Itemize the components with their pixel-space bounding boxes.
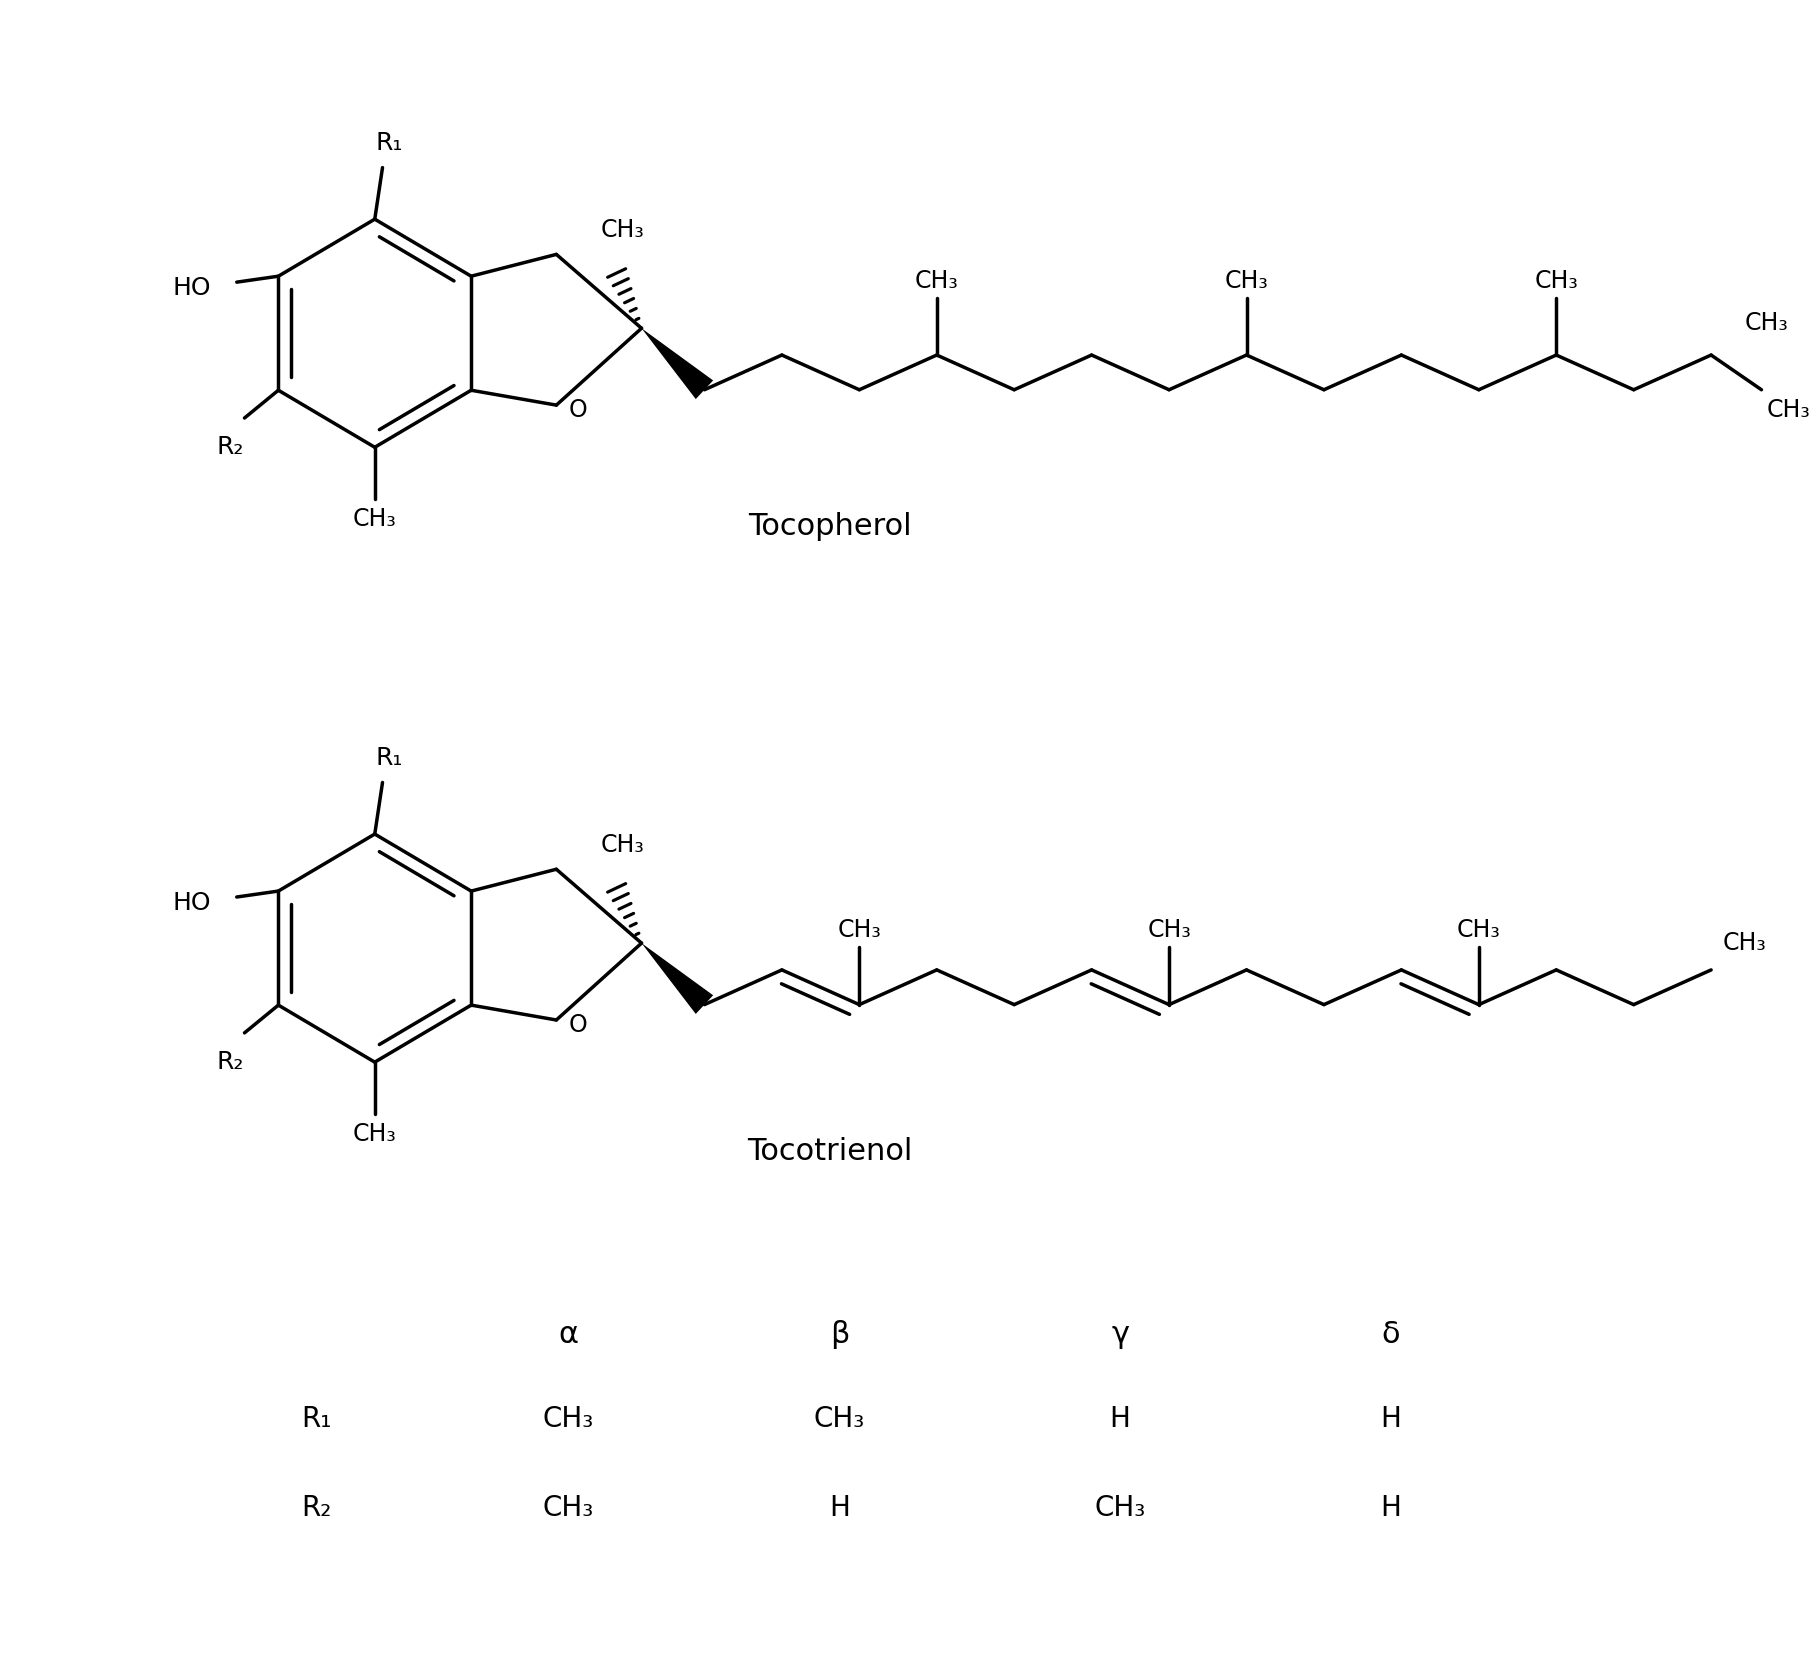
Text: H: H bbox=[1110, 1405, 1130, 1434]
Text: R₁: R₁ bbox=[302, 1405, 333, 1434]
Text: CH₃: CH₃ bbox=[352, 507, 396, 531]
Text: Tocopherol: Tocopherol bbox=[749, 512, 912, 541]
Text: R₂: R₂ bbox=[302, 1494, 333, 1523]
Text: β: β bbox=[830, 1320, 849, 1350]
Text: CH₃: CH₃ bbox=[600, 833, 643, 856]
Text: CH₃: CH₃ bbox=[1147, 918, 1190, 942]
Text: CH₃: CH₃ bbox=[1744, 311, 1790, 336]
Text: CH₃: CH₃ bbox=[600, 218, 643, 242]
Text: R₂: R₂ bbox=[216, 1049, 243, 1075]
Text: CH₃: CH₃ bbox=[543, 1405, 594, 1434]
Text: H: H bbox=[1381, 1405, 1401, 1434]
Text: CH₃: CH₃ bbox=[814, 1405, 865, 1434]
Text: HO: HO bbox=[173, 892, 211, 915]
Text: Tocotrienol: Tocotrienol bbox=[747, 1137, 912, 1165]
Text: CH₃: CH₃ bbox=[352, 1122, 396, 1145]
Text: H: H bbox=[1381, 1494, 1401, 1523]
Text: CH₃: CH₃ bbox=[543, 1494, 594, 1523]
Text: γ: γ bbox=[1110, 1320, 1128, 1350]
Polygon shape bbox=[641, 944, 712, 1014]
Text: R₁: R₁ bbox=[376, 745, 403, 769]
Text: CH₃: CH₃ bbox=[914, 269, 959, 292]
Text: CH₃: CH₃ bbox=[1766, 398, 1810, 421]
Polygon shape bbox=[641, 329, 712, 400]
Text: CH₃: CH₃ bbox=[1723, 932, 1766, 955]
Text: CH₃: CH₃ bbox=[1534, 269, 1579, 292]
Text: O: O bbox=[569, 398, 587, 421]
Text: CH₃: CH₃ bbox=[1457, 918, 1501, 942]
Text: CH₃: CH₃ bbox=[1094, 1494, 1147, 1523]
Text: HO: HO bbox=[173, 275, 211, 301]
Text: O: O bbox=[569, 1012, 587, 1038]
Text: R₁: R₁ bbox=[376, 131, 403, 154]
Text: H: H bbox=[829, 1494, 850, 1523]
Text: CH₃: CH₃ bbox=[838, 918, 881, 942]
Text: CH₃: CH₃ bbox=[1225, 269, 1268, 292]
Text: α: α bbox=[558, 1320, 578, 1350]
Text: δ: δ bbox=[1383, 1320, 1401, 1350]
Text: R₂: R₂ bbox=[216, 435, 243, 458]
